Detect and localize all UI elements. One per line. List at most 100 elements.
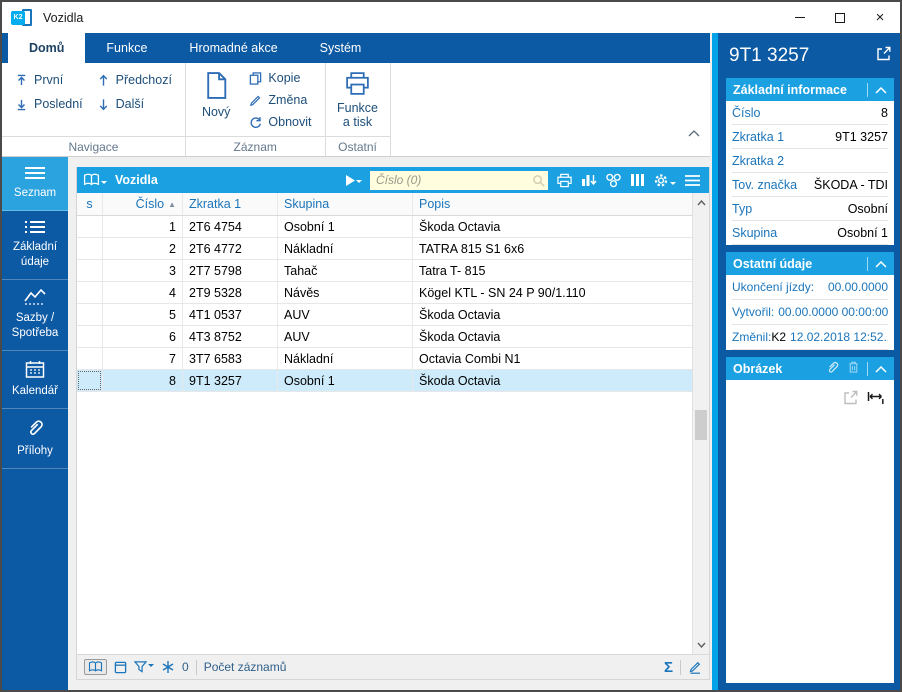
asterisk-icon [162, 661, 174, 673]
sidebar-item-sazby-spotreba[interactable]: Sazby / Spotřeba [2, 280, 68, 351]
next-button[interactable]: Další [92, 92, 177, 116]
tab-system[interactable]: Systém [319, 41, 362, 55]
print-button[interactable] [556, 173, 573, 188]
filter-button[interactable] [134, 660, 154, 674]
columns-button[interactable] [630, 173, 645, 188]
tab-domu[interactable]: Domů [8, 33, 86, 63]
open-record-button[interactable] [876, 45, 891, 67]
field-label: Ukončení jízdy: [732, 280, 815, 294]
list-icon [25, 220, 45, 233]
cell-skupina: Osobní 1 [278, 370, 413, 391]
functions-print-button[interactable]: Funkce a tisk [334, 68, 382, 134]
section-image-header[interactable]: Obrázek [726, 357, 894, 380]
run-filter-button[interactable] [346, 174, 362, 186]
cell-skupina: AUV [278, 304, 413, 325]
field-label: Zkratka 2 [732, 153, 785, 168]
table-row[interactable]: 3 2T7 5798 Tahač Tatra T- 815 [77, 260, 692, 282]
scroll-down-button[interactable] [693, 637, 709, 652]
detail-field: Zkratka 1 9T1 3257 [732, 125, 888, 149]
column-header-s[interactable]: s [77, 193, 103, 215]
table-row[interactable]: 1 2T6 4754 Osobní 1 Škoda Octavia [77, 216, 692, 238]
search-box [370, 170, 548, 190]
ribbon-collapse-button[interactable] [688, 126, 700, 140]
quick-edit-button[interactable] [688, 660, 702, 674]
column-header-zkratka1[interactable]: Zkratka 1 [183, 193, 278, 215]
previous-button[interactable]: Předchozí [92, 68, 177, 92]
scrollbar-thumb[interactable] [695, 409, 707, 440]
column-header-cislo[interactable]: Číslo ▲ [103, 193, 183, 215]
field-label: Vytvořil: [732, 305, 775, 319]
content-area: Vozidla [68, 157, 710, 690]
maximize-button[interactable] [820, 2, 860, 33]
collapse-section-button[interactable] [875, 257, 887, 271]
refresh-button[interactable]: Obnovit [244, 113, 316, 131]
last-button[interactable]: Poslední [10, 92, 88, 116]
sidebar-item-zakladni-udaje[interactable]: Základní údaje [2, 211, 68, 280]
header-separator [867, 82, 868, 97]
delete-image-button[interactable] [847, 360, 860, 377]
minimize-button[interactable] [780, 2, 820, 33]
pinned-records-button[interactable] [161, 660, 175, 674]
printer-icon [557, 173, 572, 187]
card-icon [114, 661, 127, 673]
sidebar-item-seznam[interactable]: Seznam [2, 157, 68, 211]
card-view-toggle[interactable] [114, 661, 127, 674]
fit-width-button[interactable] [867, 391, 884, 408]
pinned-count: 0 [182, 660, 189, 674]
group-label-navigace: Navigace [2, 136, 185, 156]
book-menu-button[interactable] [83, 173, 107, 187]
field-label: Zkratka 1 [732, 129, 785, 144]
pencil-icon [250, 95, 261, 106]
column-header-popis[interactable]: Popis [419, 197, 451, 211]
first-button[interactable]: První [10, 68, 88, 92]
panel-splitter[interactable] [710, 33, 718, 690]
vertical-scrollbar[interactable] [692, 193, 709, 654]
tab-hromadne-akce[interactable]: Hromadné akce [189, 41, 278, 55]
edit-button[interactable]: Změna [244, 91, 316, 109]
table-row[interactable]: 6 4T3 8752 AUV Škoda Octavia [77, 326, 692, 348]
section-other-header[interactable]: Ostatní údaje [726, 252, 894, 275]
close-icon: × [875, 9, 885, 26]
copy-button[interactable]: Kopie [244, 69, 316, 87]
menu-icon [25, 167, 45, 179]
sidebar: Seznam Základní údaje Sazby / Spotřeba K… [2, 157, 68, 690]
cell-popis: Octavia Combi N1 [419, 351, 521, 366]
search-input[interactable] [370, 170, 548, 190]
detail-field: Změnil: K2 12.02.2018 12:52... [732, 325, 888, 350]
chart-export-button[interactable] [581, 173, 597, 188]
close-button[interactable]: × [860, 2, 900, 33]
sidebar-item-prilohy[interactable]: Přílohy [2, 409, 68, 469]
cell-skupina: Tahač [278, 260, 413, 281]
section-basic-header[interactable]: Základní informace [726, 78, 894, 101]
maximize-icon [835, 12, 845, 23]
chevron-up-icon [875, 86, 887, 94]
records-count-label: Počet záznamů [203, 660, 287, 674]
scroll-up-button[interactable] [693, 195, 709, 210]
tab-funkce[interactable]: Funkce [106, 41, 148, 55]
attach-image-button[interactable] [826, 360, 839, 378]
settings-button[interactable] [653, 173, 676, 188]
table-row[interactable]: 2 2T6 4772 Nákladní TATRA 815 S1 6x6 [77, 238, 692, 260]
collapse-section-button[interactable] [875, 362, 887, 376]
section-basic-info: Základní informace Číslo 8 Zkratka 1 [726, 78, 894, 245]
detail-field: Skupina Osobní 1 [732, 221, 888, 245]
table-row[interactable]: 8 9T1 3257 Osobní 1 Škoda Octavia [77, 370, 692, 392]
cell-skupina: AUV [278, 326, 413, 347]
play-icon [346, 174, 355, 186]
table-row[interactable]: 7 3T7 6583 Nákladní Octavia Combi N1 [77, 348, 692, 370]
table-row[interactable]: 5 4T1 0537 AUV Škoda Octavia [77, 304, 692, 326]
table-row[interactable]: 4 2T9 5328 Návěs Kögel KTL - SN 24 P 90/… [77, 282, 692, 304]
book-view-toggle[interactable] [84, 659, 107, 675]
open-image-button[interactable] [843, 390, 858, 408]
column-header-skupina[interactable]: Skupina [278, 193, 413, 215]
grouping-button[interactable] [605, 173, 622, 188]
panel-menu-button[interactable] [684, 174, 701, 187]
new-button[interactable]: Nový [194, 68, 238, 134]
chevron-up-icon [875, 365, 887, 373]
collapse-section-button[interactable] [875, 83, 887, 97]
sidebar-item-kalendar[interactable]: Kalendář [2, 351, 68, 409]
window-title: Vozidla [43, 10, 84, 25]
cell-skupina: Nákladní [278, 238, 413, 259]
sum-button[interactable]: Σ [663, 658, 673, 676]
